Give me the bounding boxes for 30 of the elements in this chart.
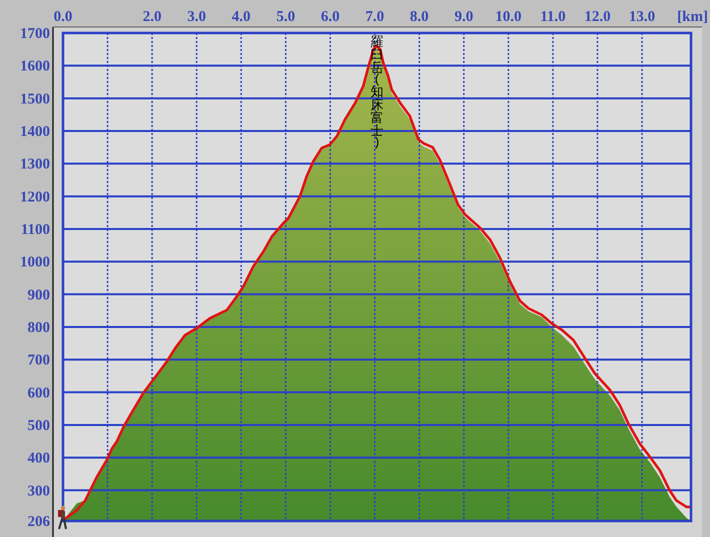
- y-tick-label: 900: [28, 287, 50, 304]
- y-tick-label: 700: [28, 352, 50, 369]
- y-tick-label: 206: [28, 514, 50, 530]
- x-axis-title: [km]: [677, 9, 708, 25]
- y-tick-label: 500: [28, 418, 50, 434]
- y-tick-label: 1600: [20, 58, 50, 75]
- x-tick-label: 5.0: [276, 9, 296, 25]
- x-tick-label: 0.0: [54, 9, 72, 25]
- x-tick-label: 12.0: [584, 9, 611, 25]
- y-tick-label: 400: [28, 450, 50, 467]
- x-tick-label: 4.0: [232, 9, 251, 25]
- x-tick-label: 11.0: [540, 9, 566, 25]
- x-tick-label: 3.0: [187, 9, 206, 25]
- y-tick-label: 1200: [20, 189, 50, 206]
- y-tick-label: 800: [28, 320, 50, 336]
- x-tick-label: 9.0: [454, 9, 474, 25]
- y-tick-label: 1300: [20, 156, 50, 173]
- x-tick-label: 7.0: [365, 9, 384, 25]
- y-tick-label: 1500: [20, 91, 50, 108]
- y-tick-label: 1700: [20, 26, 50, 42]
- x-tick-label: 6.0: [320, 9, 340, 25]
- y-tick-label: 1000: [20, 254, 50, 271]
- y-tick-label: 600: [28, 385, 50, 402]
- x-tick-label: 8.0: [410, 9, 429, 25]
- y-tick-label: 1100: [20, 222, 50, 238]
- y-tick-label: 300: [28, 483, 50, 500]
- x-tick-label: 10.0: [495, 9, 522, 25]
- y-tick-label: 1400: [20, 124, 50, 140]
- x-tick-label: 2.0: [142, 9, 162, 25]
- x-tick-label: 13.0: [628, 9, 656, 25]
